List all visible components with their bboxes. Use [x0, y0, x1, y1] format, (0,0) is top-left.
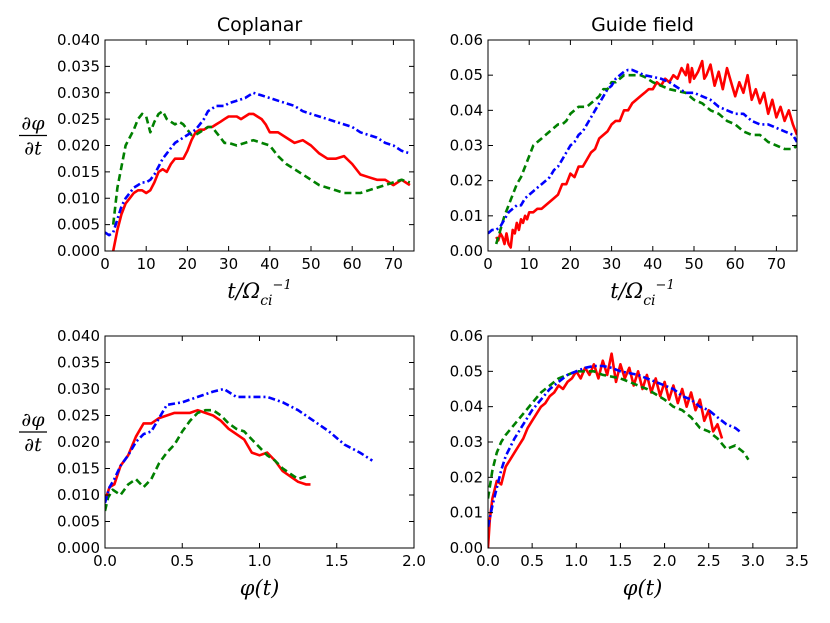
y-tick-label: 0.03: [450, 137, 483, 155]
series-line-dashdot: [105, 91, 411, 237]
axes-frame: [487, 335, 798, 549]
subplot-4: 0.0 0.5 1.0 1.5 2.0 2.5 3.0 3.5 0.00 0.01 0.02 0.03…: [450, 327, 809, 600]
y-tick-label: 0.025: [57, 110, 100, 128]
x-tick-label: 10: [520, 255, 539, 273]
x-tick-label: 0: [483, 255, 493, 273]
y-tick-label: 0.000: [57, 242, 100, 260]
x-tick-label: 1.5: [325, 552, 349, 570]
x-tick-label: 30: [602, 255, 621, 273]
x-tick-label: 1.0: [564, 552, 588, 570]
x-tick-label: 20: [178, 255, 197, 273]
y-tick-label: 0.05: [450, 66, 483, 84]
x-tick-label: 60: [343, 255, 362, 273]
y-axis-label: ∂φ ∂t: [19, 409, 47, 456]
y-tick-label: 0.030: [57, 84, 100, 102]
y-tick-label: 0.03: [450, 433, 483, 451]
y-tick-label: 0.005: [57, 513, 100, 531]
y-tick-label: 0.06: [450, 31, 483, 49]
x-axis-label: t/Ωci−1: [227, 278, 291, 309]
y-tick-label: 0.020: [57, 433, 100, 451]
y-tick-label: 0.040: [57, 327, 100, 345]
y-tick-label: 0.040: [57, 31, 100, 49]
x-tick-label: 2.0: [653, 552, 677, 570]
x-tick-label: 3.5: [785, 552, 809, 570]
x-tick-label: 20: [561, 255, 580, 273]
y-tick-label: 0.015: [57, 163, 100, 181]
series-line-dashed: [105, 408, 307, 512]
axes-frame: [487, 39, 798, 252]
x-tick-label: 2.5: [697, 552, 721, 570]
series-line-solid: [105, 408, 311, 501]
x-tick-label: 50: [684, 255, 703, 273]
x-tick-label: 60: [726, 255, 745, 273]
x-tick-label: 70: [767, 255, 786, 273]
series-line-solid: [111, 112, 411, 251]
y-tick-label: 0.01: [450, 504, 483, 522]
x-axis-label: t/Ωci−1: [610, 278, 674, 309]
y-tick-label: 0.010: [57, 486, 100, 504]
y-tick-label: 0.035: [57, 354, 100, 372]
x-tick-label: 10: [137, 255, 156, 273]
y-tick-label: 0.035: [57, 57, 100, 75]
y-tick-label: 0.04: [450, 101, 483, 119]
ylabel-numerator: ∂φ: [21, 113, 45, 135]
x-tick-label: 40: [260, 255, 279, 273]
y-tick-label: 0.030: [57, 380, 100, 398]
x-tick-label: 0.0: [93, 552, 117, 570]
x-tick-label: 0.5: [170, 552, 194, 570]
series-line-dashdot: [488, 364, 741, 528]
ylabel-denominator: ∂t: [24, 434, 42, 456]
x-axis-label: φ(t): [623, 576, 663, 600]
x-tick-label: 30: [219, 255, 238, 273]
subplot-3: 0.0 0.5 1.0 1.5 2.0 0.000 0.005 0.010 0.015 0.020…: [19, 327, 426, 600]
series-line-dashdot: [488, 68, 797, 235]
x-tick-label: 40: [643, 255, 662, 273]
y-tick-label: 0.025: [57, 407, 100, 425]
x-tick-label: 3.0: [741, 552, 765, 570]
y-tick-label: 0.06: [450, 327, 483, 345]
y-tick-label: 0.02: [450, 172, 483, 190]
y-tick-label: 0.04: [450, 398, 483, 416]
series-line-solid: [488, 352, 724, 548]
subplot-title: Coplanar: [217, 14, 303, 36]
y-tick-label: 0.00: [450, 242, 483, 260]
y-tick-label: 0.020: [57, 137, 100, 155]
y-tick-label: 0.000: [57, 539, 100, 557]
subplot-1: 0 10 20 30 40 50 60 70 0.000 0.005 0.010 0.015 0.020…: [19, 14, 415, 309]
y-tick-label: 0.005: [57, 216, 100, 234]
y-tick-label: 0.00: [450, 539, 483, 557]
y-tick-label: 0.05: [450, 362, 483, 380]
x-tick-label: 0.5: [520, 552, 544, 570]
axes-frame: [104, 39, 415, 252]
x-tick-label: 50: [301, 255, 320, 273]
ylabel-denominator: ∂t: [24, 138, 42, 160]
axes-frame: [104, 335, 415, 549]
subplot-title: Guide field: [591, 14, 694, 36]
series-line-solid: [495, 59, 797, 249]
x-tick-label: 1.0: [248, 552, 272, 570]
y-tick-label: 0.010: [57, 189, 100, 207]
x-tick-label: 1.5: [608, 552, 632, 570]
x-axis-label: φ(t): [240, 576, 280, 600]
y-tick-label: 0.02: [450, 468, 483, 486]
ylabel-numerator: ∂φ: [21, 409, 45, 431]
series-line-dashed: [488, 369, 750, 499]
y-axis-label: ∂φ ∂t: [19, 113, 47, 160]
x-tick-label: 0: [100, 255, 110, 273]
x-tick-label: 70: [384, 255, 403, 273]
subplot-2: 0 10 20 30 40 50 60 70 0.00 0.01 0.02 0.03 0.04 0.05 0…: [450, 14, 798, 309]
x-tick-label: 2.0: [402, 552, 426, 570]
series-line-dashdot: [105, 387, 374, 504]
series-line-dashed: [111, 109, 411, 225]
x-tick-label: 0.0: [476, 552, 500, 570]
y-tick-label: 0.01: [450, 207, 483, 225]
y-tick-label: 0.015: [57, 460, 100, 478]
